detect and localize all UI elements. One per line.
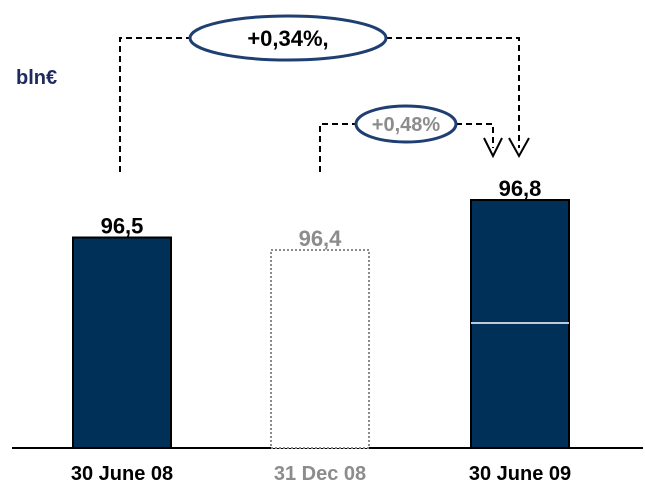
annotation-connector-right-2 xyxy=(456,123,494,148)
annotation-connector-left-2 xyxy=(319,123,356,172)
annotation-connector-left-1 xyxy=(119,37,190,172)
category-label-31-dec-08: 31 Dec 08 xyxy=(274,463,366,485)
annotation-label-1: +0,34%, xyxy=(247,26,328,51)
unit-label: bln€ xyxy=(16,67,57,89)
category-label-30-june-09: 30 June 09 xyxy=(469,463,571,485)
bar-30-june-09 xyxy=(470,199,570,449)
bar-30-june-08 xyxy=(72,236,172,449)
annotation-arrowhead-1 xyxy=(508,137,530,159)
annotation-connector-right-1 xyxy=(386,37,520,148)
value-label-31-dec-08: 96,4 xyxy=(299,226,343,251)
annotation-oval-2 xyxy=(354,104,458,144)
value-label-30-june-09: 96,8 xyxy=(499,176,542,201)
value-label-30-june-08: 96,5 xyxy=(101,214,144,239)
annotation-oval-1 xyxy=(188,14,388,62)
annotation-arrowhead-2 xyxy=(483,137,503,159)
category-label-30-june-08: 30 June 08 xyxy=(71,463,173,485)
bar-31-dec-08 xyxy=(270,249,370,449)
annotation-label-2: +0,48% xyxy=(372,114,441,136)
